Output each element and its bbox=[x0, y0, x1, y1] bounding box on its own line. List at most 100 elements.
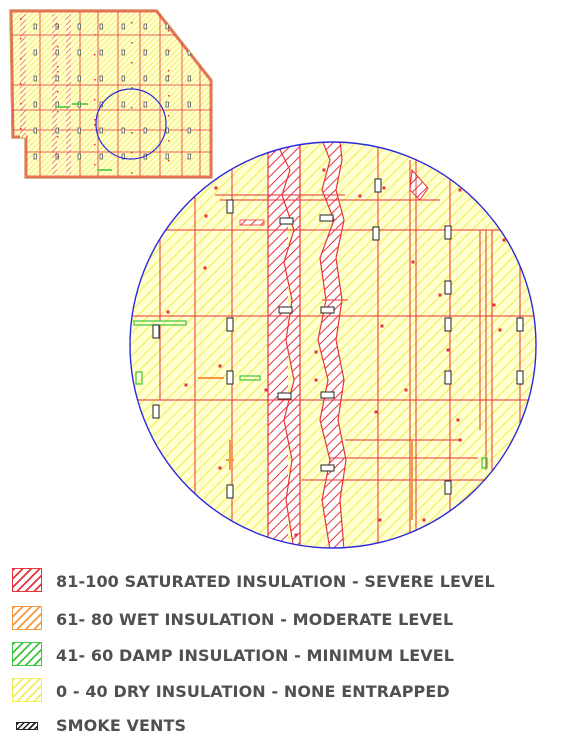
moisture-reading-dot bbox=[458, 188, 462, 192]
minimum-swatch bbox=[12, 642, 42, 666]
legend-item-minimum: 41- 60 DAMP INSULATION - MINIMUM LEVEL bbox=[12, 642, 572, 672]
overview-reading-dot bbox=[57, 156, 59, 158]
overview-reading-dot bbox=[131, 172, 133, 174]
overview-reading-dot bbox=[20, 168, 22, 170]
smoke-vent bbox=[320, 464, 335, 472]
smoke-vent bbox=[226, 370, 234, 385]
overview-smoke-vent bbox=[77, 75, 81, 82]
overview-reading-dot bbox=[57, 46, 59, 48]
overview-reading-dot bbox=[168, 50, 170, 52]
overview-reading-dot bbox=[57, 66, 59, 68]
legend-item-moderate: 61- 80 WET INSULATION - MODERATE LEVEL bbox=[12, 606, 572, 636]
overview-smoke-vent bbox=[187, 127, 191, 134]
overview-smoke-vent bbox=[77, 153, 81, 160]
overview-reading-dot bbox=[168, 70, 170, 72]
smoke-vent bbox=[444, 480, 452, 495]
overview-reading-dot bbox=[94, 124, 96, 126]
overview-smoke-vent bbox=[121, 49, 125, 56]
overview-reading-dot bbox=[20, 18, 22, 20]
overview-smoke-vent bbox=[55, 75, 59, 82]
overview-reading-dot bbox=[57, 91, 59, 93]
moisture-reading-dot bbox=[218, 364, 222, 368]
moisture-reading-dot bbox=[322, 168, 326, 172]
overview-reading-dot bbox=[168, 30, 170, 32]
smoke-vent bbox=[152, 324, 160, 339]
smoke-vent bbox=[372, 226, 380, 241]
damp-area bbox=[239, 375, 261, 381]
overview-reading-dot bbox=[20, 148, 22, 150]
legend-label-minimum: 41- 60 DAMP INSULATION - MINIMUM LEVEL bbox=[56, 646, 455, 665]
roof-moisture-diagram bbox=[9, 9, 537, 549]
moisture-reading-dot bbox=[184, 383, 188, 387]
moisture-reading-dot bbox=[382, 186, 386, 190]
overview-reading-dot bbox=[94, 99, 96, 101]
overview-reading-dot bbox=[168, 160, 170, 162]
overview-smoke-vent bbox=[143, 75, 147, 82]
overview-smoke-vent bbox=[33, 101, 37, 108]
smoke-vent bbox=[320, 391, 335, 399]
overview-smoke-vent bbox=[187, 101, 191, 108]
overview-reading-dot bbox=[94, 164, 96, 166]
moisture-reading-dot bbox=[374, 410, 378, 414]
legend-item-severe: 81-100 SATURATED INSULATION - SEVERE LEV… bbox=[12, 568, 572, 598]
overview-reading-dot bbox=[168, 75, 170, 77]
smoke-vent-swatch bbox=[16, 722, 38, 730]
legend-item-smoke-vents: SMOKE VENTS bbox=[12, 716, 572, 746]
overview-smoke-vent bbox=[55, 49, 59, 56]
smoke-vent bbox=[516, 370, 524, 385]
smoke-vent bbox=[226, 199, 234, 214]
legend-label-severe: 81-100 SATURATED INSULATION - SEVERE LEV… bbox=[56, 572, 495, 591]
smoke-vent bbox=[444, 317, 452, 332]
overview-reading-dot bbox=[20, 38, 22, 40]
severe-swatch bbox=[12, 568, 42, 592]
moisture-reading-dot bbox=[218, 466, 222, 470]
moisture-reading-dot bbox=[358, 194, 362, 198]
overview-smoke-vent bbox=[143, 49, 147, 56]
moisture-reading-dot bbox=[294, 533, 298, 537]
smoke-vent bbox=[279, 217, 294, 225]
zoom-circle-outline bbox=[129, 141, 537, 549]
overview-smoke-vent bbox=[99, 127, 103, 134]
moisture-reading-dot bbox=[492, 303, 496, 307]
overview-smoke-vent bbox=[121, 153, 125, 160]
moisture-reading-dot bbox=[404, 388, 408, 392]
overview-smoke-vent bbox=[33, 127, 37, 134]
legend-label-moderate: 61- 80 WET INSULATION - MODERATE LEVEL bbox=[56, 610, 454, 629]
dry-swatch bbox=[12, 678, 42, 702]
overview-smoke-vent bbox=[121, 127, 125, 134]
moisture-reading-dot bbox=[498, 328, 502, 332]
overview-smoke-vent bbox=[121, 101, 125, 108]
moisture-reading-dot bbox=[314, 350, 318, 354]
smoke-vent bbox=[516, 317, 524, 332]
smoke-vent bbox=[444, 280, 452, 295]
damp-area bbox=[481, 457, 488, 469]
moisture-reading-dot bbox=[264, 388, 268, 392]
moisture-reading-dot bbox=[438, 293, 442, 297]
overview-smoke-vent bbox=[33, 23, 37, 30]
smoke-vent bbox=[226, 484, 234, 499]
overview-reading-dot bbox=[94, 79, 96, 81]
overview-reading-dot bbox=[131, 22, 133, 24]
overview-reading-dot bbox=[20, 83, 22, 85]
overview-smoke-vent bbox=[33, 49, 37, 56]
moisture-reading-dot bbox=[166, 310, 170, 314]
overview-smoke-vent bbox=[33, 153, 37, 160]
overview-smoke-vent bbox=[143, 101, 147, 108]
overview-smoke-vent bbox=[187, 153, 191, 160]
overview-smoke-vent bbox=[77, 23, 81, 30]
legend-item-dry: 0 - 40 DRY INSULATION - NONE ENTRAPPED bbox=[12, 678, 572, 708]
overview-smoke-vent bbox=[165, 49, 169, 56]
overview-reading-dot bbox=[168, 140, 170, 142]
overview-reading-dot bbox=[131, 132, 133, 134]
overview-plan bbox=[9, 9, 213, 179]
overview-smoke-vent bbox=[99, 23, 103, 30]
overview-reading-dot bbox=[20, 58, 22, 60]
overview-smoke-vent bbox=[77, 127, 81, 134]
overview-smoke-vent bbox=[143, 23, 147, 30]
overview-smoke-vent bbox=[165, 153, 169, 160]
moisture-reading-dot bbox=[446, 348, 450, 352]
moderate-swatch bbox=[12, 606, 42, 630]
zoom-area-marker bbox=[95, 88, 167, 160]
overview-smoke-vent bbox=[99, 153, 103, 160]
smoke-vent bbox=[277, 392, 292, 400]
